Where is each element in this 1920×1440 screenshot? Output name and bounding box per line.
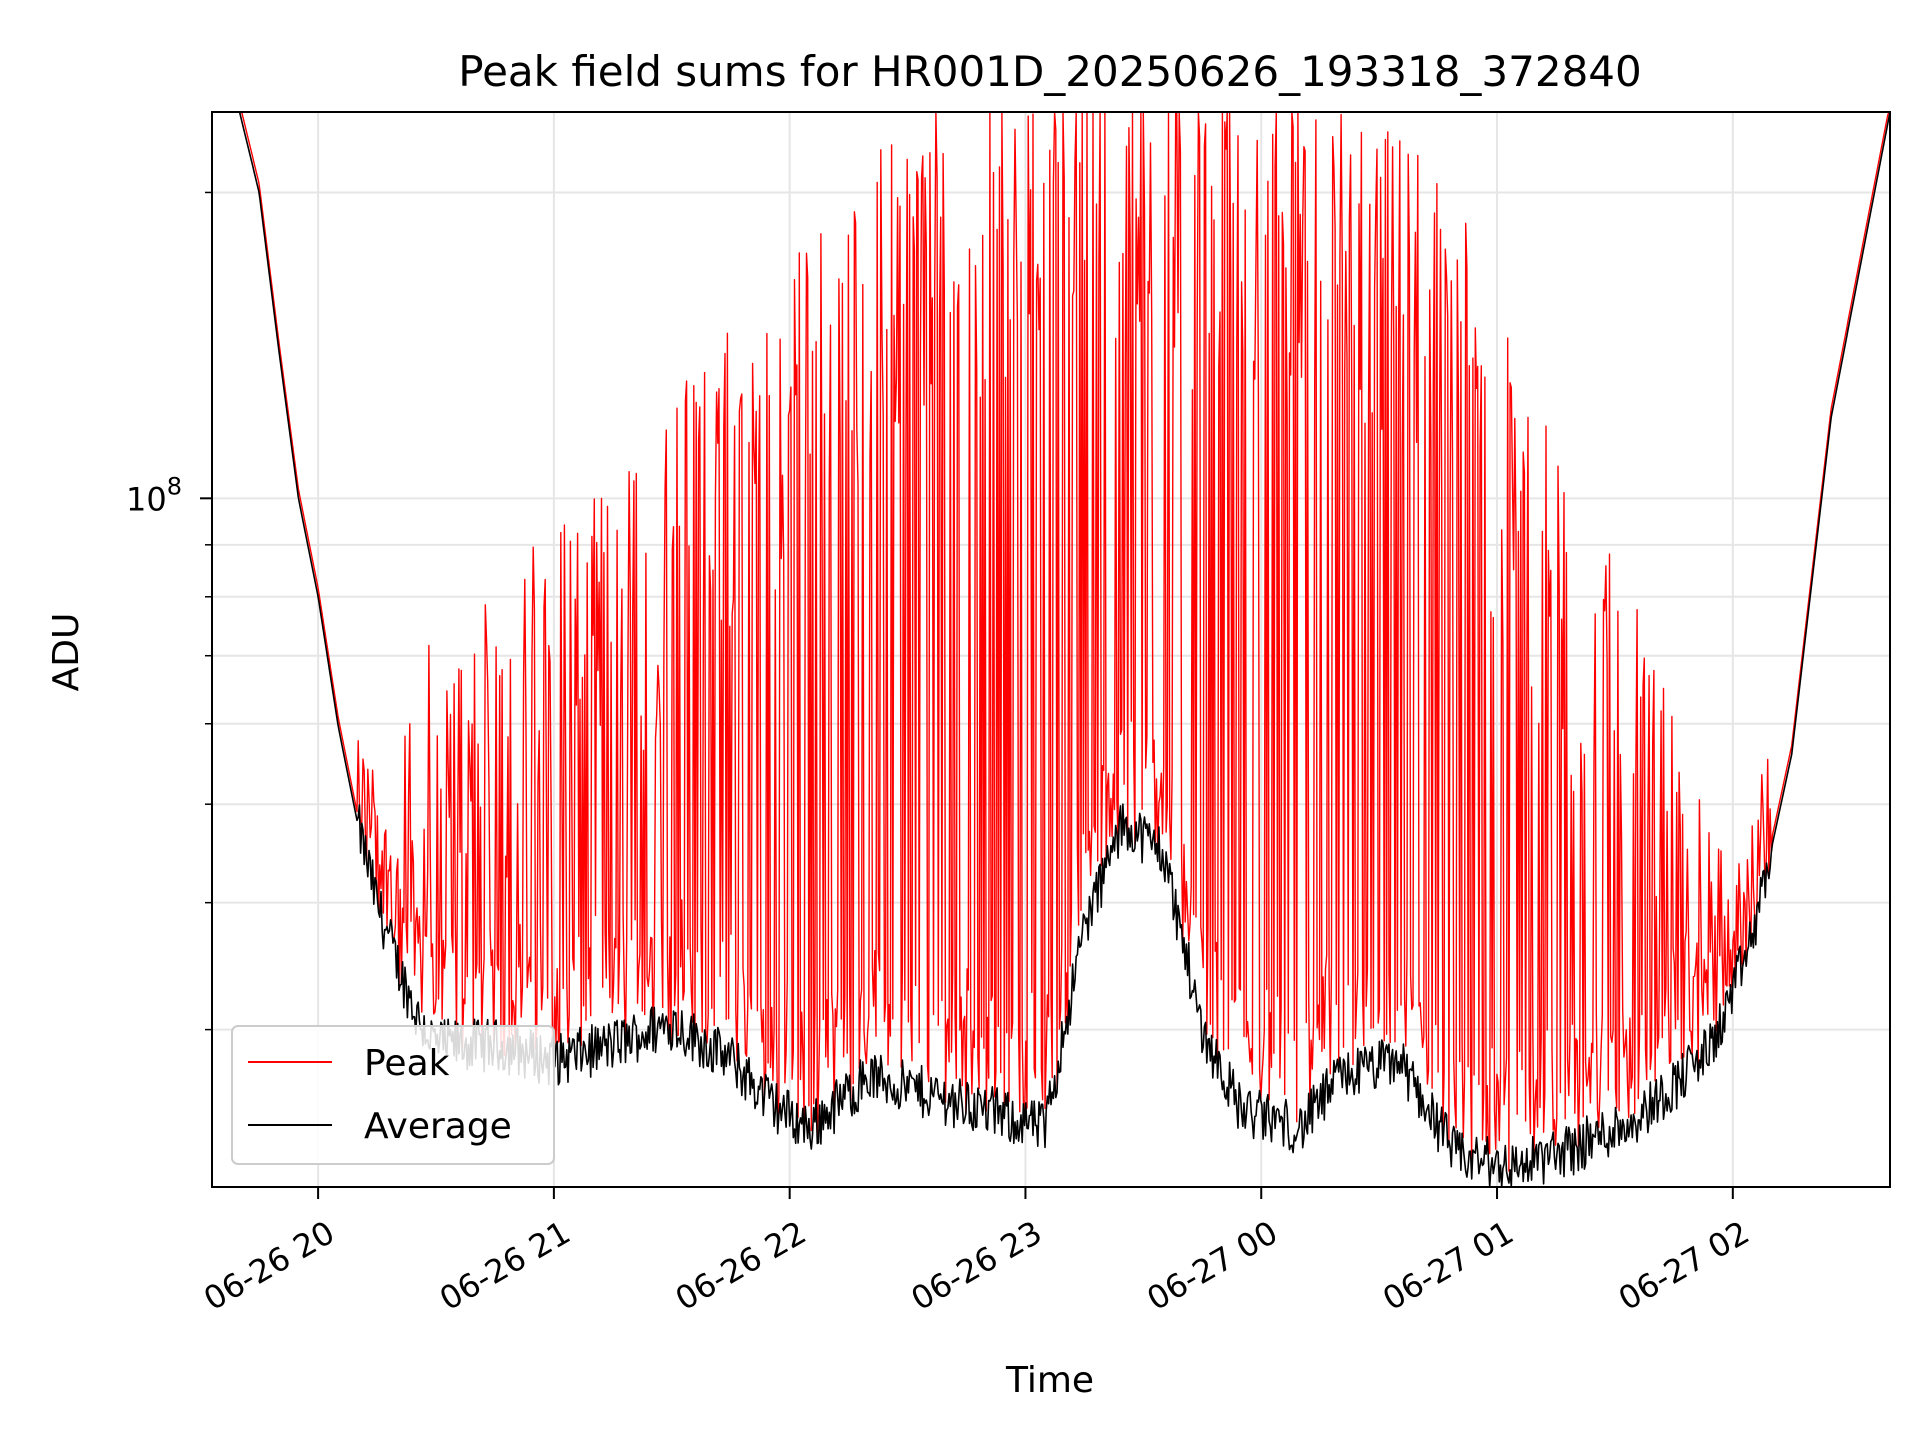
y-axis-ticks: 108 xyxy=(126,191,212,1031)
chart-title: Peak field sums for HR001D_20250626_1933… xyxy=(458,47,1642,96)
x-axis-label: Time xyxy=(1005,1360,1094,1401)
y-axis-label: ADU xyxy=(46,613,87,692)
plot-frame xyxy=(211,111,1891,1188)
series-line-peak xyxy=(212,111,1890,1172)
legend-label-average: Average xyxy=(364,1106,512,1147)
y-tick-label: 108 xyxy=(126,472,182,518)
legend-box xyxy=(231,1025,555,1165)
legend: Peak Average xyxy=(231,1025,555,1165)
legend-label-peak: Peak xyxy=(364,1043,450,1084)
